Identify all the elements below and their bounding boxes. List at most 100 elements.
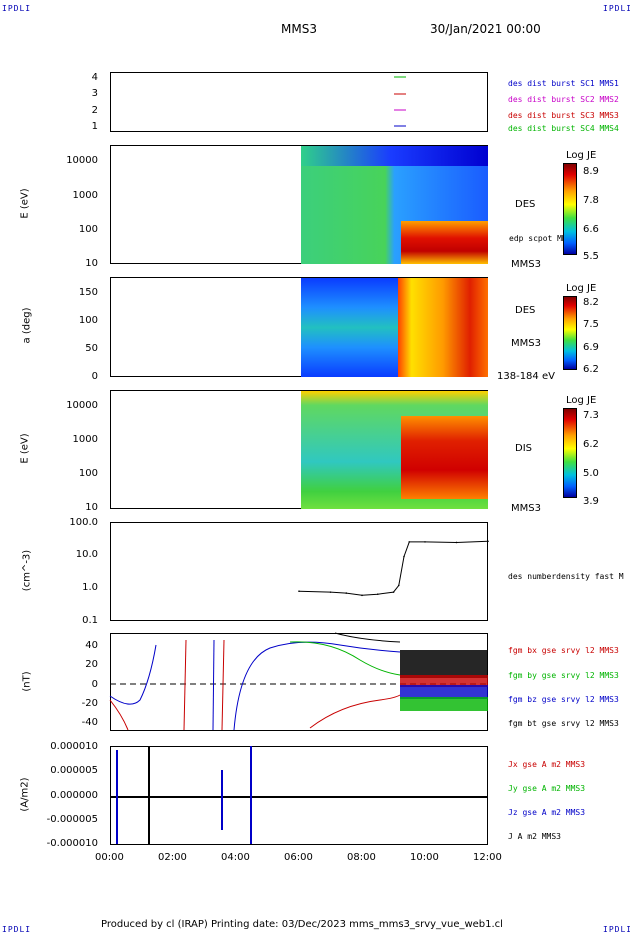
des-energy-cbar-tick: 7.8	[583, 195, 599, 206]
bfield-tick: 0	[91, 679, 98, 690]
x-tick: 00:00	[95, 852, 124, 863]
sc-tick: 2	[91, 105, 98, 116]
des-energy-cbar-tick: 5.5	[583, 251, 599, 262]
des-energy-label: DES	[515, 199, 536, 210]
bx-trace	[309, 694, 401, 729]
bx-spike-2	[221, 639, 225, 731]
des-energy-sc: MMS3	[511, 259, 541, 270]
footer-text: Produced by cl (IRAP) Printing date: 03/…	[101, 919, 503, 930]
des-pitch-cbar-tick: 8.2	[583, 297, 599, 308]
sc3-legend: des dist burst SC3 MMS3	[508, 111, 619, 120]
bz-legend: fgm bz gse srvy l2 MMS3	[508, 695, 619, 704]
des-energy-panel	[110, 145, 488, 264]
jz-legend: Jz gse A m2 MMS3	[508, 808, 586, 817]
by-trace	[289, 641, 401, 676]
density-point	[298, 590, 300, 592]
dis-energy-colorbar	[563, 408, 577, 498]
jx-legend: Jx gse A m2 MMS3	[508, 760, 586, 769]
density-point	[329, 591, 332, 593]
by-legend: fgm by gse srvy l2 MMS3	[508, 671, 619, 680]
des-energy-cbar-tick: 8.9	[583, 166, 599, 177]
density-tick: 10.0	[75, 549, 98, 560]
spacecraft-title: MMS3	[281, 22, 317, 36]
des-pitch-cbar-tick: 7.5	[583, 319, 599, 330]
des-energy-tick: 1000	[72, 190, 98, 201]
dis-energy-cbar-tick: 7.3	[583, 410, 599, 421]
des-energy-tick: 100	[78, 224, 98, 235]
bx-early	[109, 699, 129, 731]
bx-legend: fgm bx gse srvy l2 MMS3	[508, 646, 619, 655]
corner-label-right: IPDLI	[603, 4, 630, 13]
density-series-line	[298, 540, 489, 596]
bz-early	[109, 644, 157, 705]
current-tick: -0.000005	[46, 814, 98, 825]
density-point	[345, 592, 348, 594]
by-noise	[400, 697, 488, 711]
current-tick: 0.000000	[50, 790, 98, 801]
des-pitch-cbar-title: Log JE	[566, 283, 597, 294]
bfield-tick: 40	[85, 640, 98, 651]
density-point	[408, 541, 411, 543]
corner-label-left: IPDLI	[2, 4, 32, 13]
current-tick: 0.000005	[50, 765, 98, 776]
des-energy-sub: edp scpot MMS3	[509, 234, 577, 243]
des-pitch-tick: 50	[85, 343, 98, 354]
current-tick: 0.000010	[50, 741, 98, 752]
bfield-tick: -20	[81, 698, 98, 709]
bx-noise	[400, 675, 488, 687]
bt-trace	[334, 632, 401, 643]
dis-energy-cbar-tick: 5.0	[583, 468, 599, 479]
x-tick: 02:00	[158, 852, 187, 863]
sc-tick: 3	[91, 88, 98, 99]
des-pitch-colorbar	[563, 296, 577, 370]
des-pitch-range: 138-184 eV	[497, 371, 555, 382]
bfield-ylabel: (nT)	[21, 671, 33, 692]
dis-energy-ylabel: E (eV)	[19, 433, 31, 464]
bz-noise	[400, 685, 488, 699]
footer-corner-left: IPDLI	[2, 925, 32, 934]
dis-energy-sc: MMS3	[511, 503, 541, 514]
current-ylabel: (A/m2)	[19, 777, 31, 812]
des-pitch-sc: MMS3	[511, 338, 541, 349]
dis-energy-cbar-tick: 6.2	[583, 439, 599, 450]
density-point	[376, 593, 379, 595]
bfield-tick: -40	[81, 717, 98, 728]
dis-energy-cbar-title: Log JE	[566, 395, 597, 406]
density-point	[403, 555, 405, 558]
des-energy-cbar-tick: 6.6	[583, 224, 599, 235]
density-point	[397, 584, 400, 587]
des-energy-cbar-title: Log JE	[566, 150, 597, 161]
des-pitch-tick: 0	[91, 371, 98, 382]
density-point	[392, 591, 395, 593]
density-tick: 1.0	[82, 582, 98, 593]
x-tick: 12:00	[473, 852, 502, 863]
footer-corner-right: IPDLI	[603, 925, 630, 934]
j-legend: J A m2 MMS3	[508, 832, 561, 841]
bt-noise	[400, 650, 488, 678]
dis-energy-label: DIS	[515, 443, 532, 454]
bx-spike-1	[183, 639, 187, 731]
des-energy-ylabel: E (eV)	[19, 188, 31, 219]
des-pitch-label: DES	[515, 305, 536, 316]
density-point	[361, 594, 363, 597]
des-energy-tick: 10000	[66, 155, 98, 166]
des-energy-tick: 10	[85, 258, 98, 269]
dis-energy-tick: 10	[85, 502, 98, 513]
des-pitch-tick: 100	[78, 315, 98, 326]
x-tick: 04:00	[221, 852, 250, 863]
sc2-legend: des dist burst SC2 MMS2	[508, 95, 619, 104]
des-pitch-tick: 150	[78, 287, 98, 298]
des-energy-colorbar	[563, 163, 577, 255]
bz-spike-1	[212, 639, 215, 731]
bfield-tick: 20	[85, 659, 98, 670]
x-tick: 06:00	[284, 852, 313, 863]
sc4-legend: des dist burst SC4 MMS4	[508, 124, 619, 133]
density-point	[455, 541, 458, 544]
density-legend: des numberdensity fast M	[508, 572, 624, 581]
des-pitch-cbar-tick: 6.2	[583, 364, 599, 375]
density-chart	[298, 540, 489, 597]
current-tick: -0.000010	[46, 838, 98, 849]
sc-tick: 1	[91, 121, 98, 132]
date-title: 30/Jan/2021 00:00	[430, 22, 541, 36]
